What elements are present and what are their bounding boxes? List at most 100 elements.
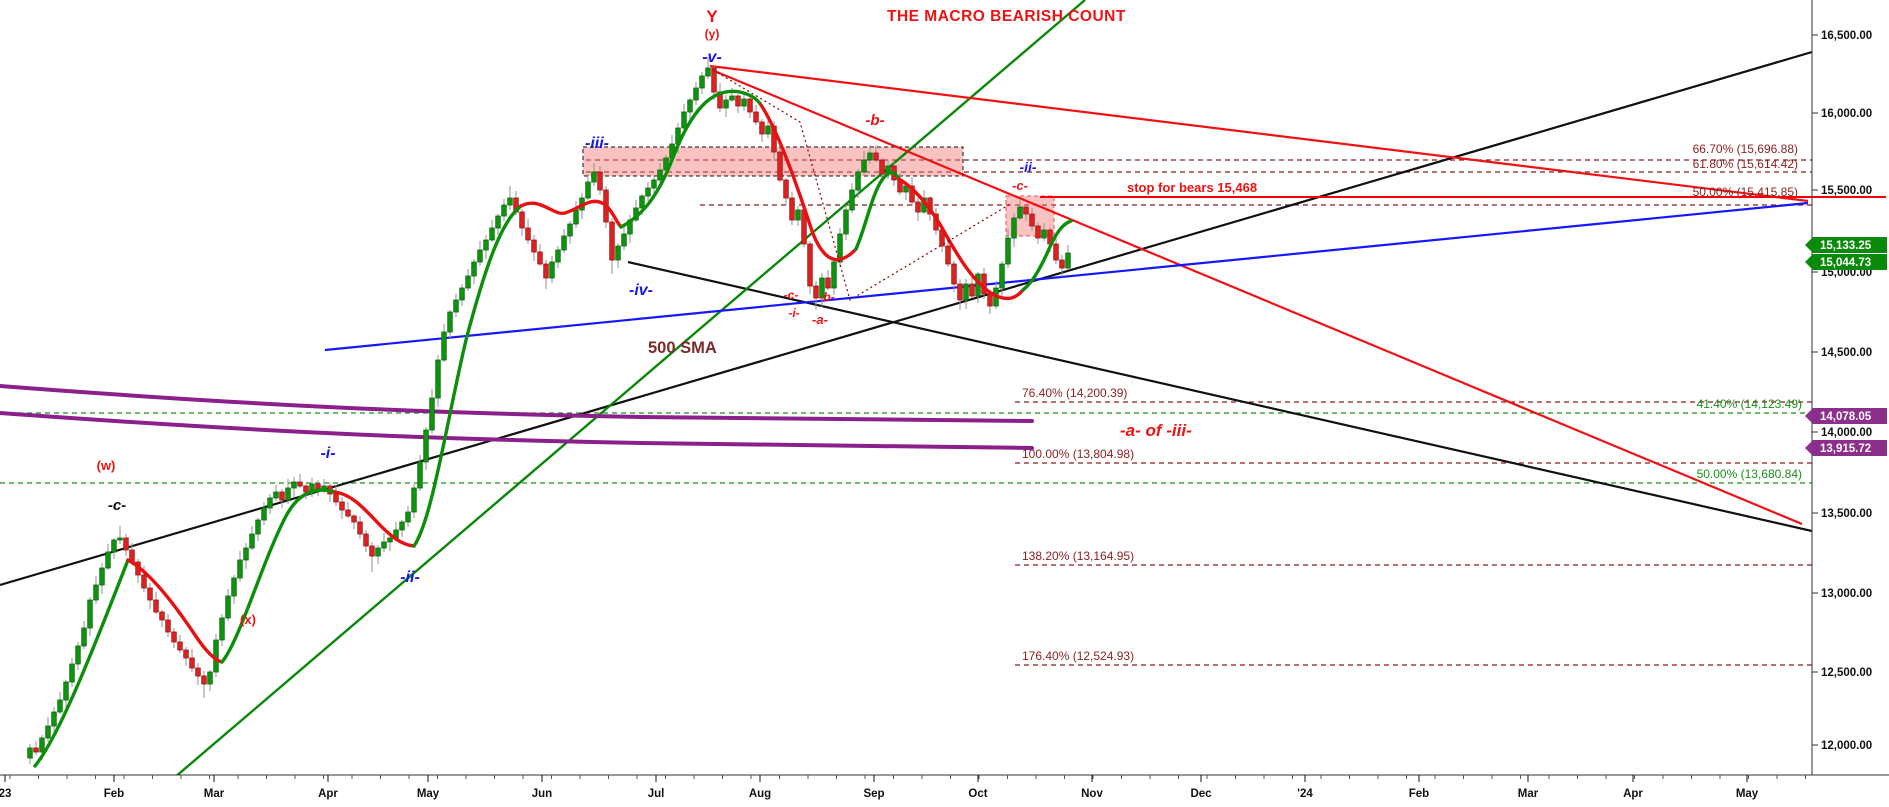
- candle: [1011, 217, 1017, 239]
- wave-label: -b-: [819, 290, 834, 304]
- candle: [225, 595, 231, 619]
- candle: [429, 397, 435, 431]
- time-axis-label: Mar: [204, 788, 225, 800]
- badge-arrow: [1805, 254, 1813, 270]
- price-axis-label: 16,500.00: [1821, 30, 1872, 42]
- candle: [831, 261, 837, 289]
- fib-label: 76.40% (14,200.39): [1022, 386, 1127, 400]
- wave-label: -ii-: [1019, 159, 1036, 175]
- time-axis-label: Nov: [1081, 788, 1103, 800]
- price-axis-label: 13,500.00: [1821, 508, 1872, 520]
- candle: [663, 157, 669, 171]
- candle: [489, 227, 495, 241]
- badge-arrow: [1805, 237, 1813, 253]
- candle: [483, 239, 489, 251]
- candle: [381, 541, 387, 549]
- candle: [411, 487, 417, 513]
- candle: [657, 169, 663, 181]
- candle: [819, 277, 825, 299]
- candle: [591, 171, 597, 183]
- candle: [249, 533, 255, 549]
- candle: [369, 545, 375, 557]
- candle: [387, 537, 393, 543]
- price-axis-label: 13,000.00: [1821, 588, 1872, 600]
- badge-body: [1813, 254, 1887, 270]
- candle: [465, 275, 471, 289]
- time-axis-label: Apr: [318, 788, 338, 800]
- candle: [681, 111, 687, 129]
- price-axis-label: 12,000.00: [1821, 740, 1872, 752]
- price-badge: 15,133.25: [1805, 237, 1887, 253]
- candle: [963, 283, 969, 301]
- candle: [141, 574, 147, 589]
- candle: [987, 293, 993, 307]
- candle: [405, 511, 411, 523]
- ma-ribbon-segment: [220, 488, 337, 664]
- candle: [153, 599, 159, 613]
- sma-500-curve: [0, 384, 1034, 423]
- candle: [711, 67, 717, 93]
- price-badge: 15,044.73: [1805, 254, 1887, 270]
- badge-value: 13,915.72: [1820, 443, 1871, 455]
- candle: [39, 737, 45, 753]
- candle: [519, 211, 525, 229]
- shallow-red-trendline: [709, 64, 1809, 203]
- candle: [765, 125, 771, 135]
- candle: [945, 245, 951, 265]
- ma-ribbon-segment: [1021, 219, 1073, 292]
- candle: [909, 185, 915, 203]
- blue-trendline: [324, 201, 1809, 352]
- wave-label: (x): [240, 612, 256, 627]
- candle: [195, 667, 201, 677]
- candle: [441, 331, 447, 361]
- candle: [333, 493, 339, 503]
- candle: [999, 263, 1005, 289]
- candle: [693, 87, 699, 101]
- candle: [57, 699, 63, 713]
- candle: [471, 261, 477, 277]
- candle: [873, 152, 879, 161]
- candle: [741, 98, 747, 107]
- ma-ribbon-segment: [33, 558, 130, 768]
- candle: [159, 611, 165, 621]
- candle: [1059, 259, 1065, 269]
- candle: [303, 485, 309, 493]
- candle: [1035, 225, 1041, 239]
- candle: [201, 675, 207, 685]
- candle: [813, 285, 819, 299]
- fib-label: 50.00% (15,415.85): [1693, 185, 1798, 199]
- candle: [621, 233, 627, 247]
- candle: [1053, 243, 1059, 261]
- candle: [1005, 237, 1011, 265]
- candle: [453, 299, 459, 313]
- candle: [915, 201, 921, 213]
- candle: [267, 497, 273, 509]
- candle: [879, 159, 885, 175]
- wave-label: -a-: [812, 312, 828, 327]
- price-axis-label: 16,000.00: [1821, 108, 1872, 120]
- candle: [339, 501, 345, 511]
- price-badge: 14,078.05: [1805, 408, 1887, 424]
- badge-value: 14,078.05: [1820, 411, 1872, 423]
- candle: [375, 547, 381, 557]
- dotted-wave-connector: [712, 69, 1013, 301]
- ma-ribbon-segment: [412, 204, 523, 548]
- candle: [1017, 206, 1023, 219]
- candle: [957, 283, 963, 301]
- badge-body: [1813, 440, 1887, 456]
- wave-label: -v-: [702, 49, 722, 66]
- green-support-trendline: [175, 0, 1086, 775]
- candle: [843, 209, 849, 235]
- candle: [573, 209, 579, 225]
- wave-label: -iv-: [629, 282, 653, 299]
- candle: [123, 537, 129, 551]
- candle: [237, 559, 243, 579]
- candle: [777, 151, 783, 181]
- candle: [111, 539, 117, 553]
- candle: [699, 75, 705, 89]
- candle: [291, 481, 297, 489]
- candle: [543, 263, 549, 279]
- time-axis-label: Apr: [1623, 788, 1643, 800]
- ma-ribbon-segment: [759, 103, 858, 262]
